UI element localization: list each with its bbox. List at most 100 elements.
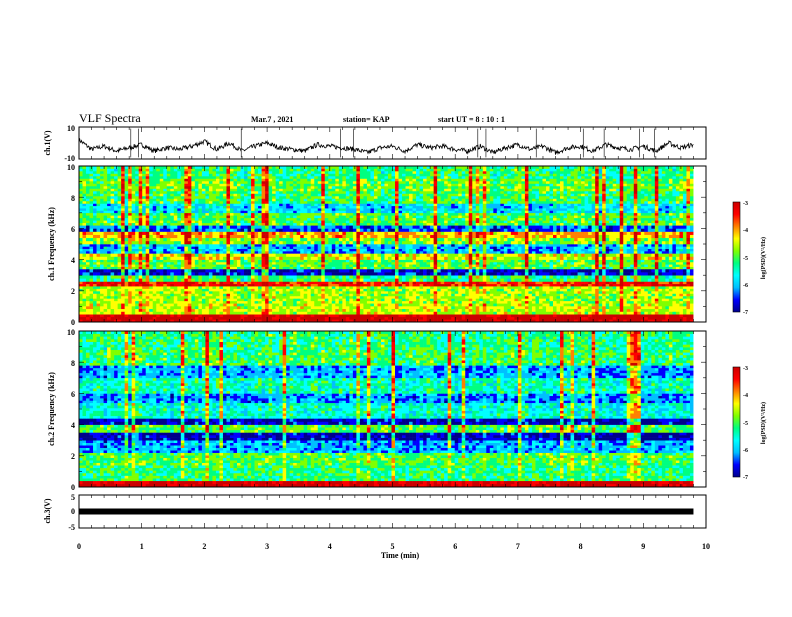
spectrogram-cell bbox=[223, 298, 227, 301]
spectrogram-cell bbox=[181, 311, 185, 314]
spectrogram-cell bbox=[672, 314, 676, 317]
spectrogram-cell bbox=[539, 311, 543, 314]
spectrogram-cell bbox=[142, 314, 146, 317]
spectrogram-cell bbox=[521, 291, 525, 294]
spectrogram-cell bbox=[146, 296, 150, 299]
spectrogram-cell bbox=[216, 303, 220, 306]
spectrogram-cell bbox=[409, 289, 413, 292]
spectrogram-cell bbox=[574, 301, 578, 304]
spectrogram-cell bbox=[413, 303, 417, 306]
spectrogram-cell bbox=[132, 314, 136, 317]
spectrogram-cell bbox=[251, 311, 255, 314]
spectrogram-cell bbox=[286, 289, 290, 292]
spectrogram-cell bbox=[472, 309, 476, 312]
spectrogram-cell bbox=[212, 303, 216, 306]
spectrogram-cell bbox=[325, 314, 329, 317]
spectrogram-cell bbox=[79, 311, 83, 314]
spectrogram-cell bbox=[188, 303, 192, 306]
spectrogram-cell bbox=[244, 309, 248, 312]
spectrogram-cell bbox=[163, 301, 167, 304]
spectrogram-cell bbox=[170, 298, 174, 301]
spectrogram-cell bbox=[212, 291, 216, 294]
spectrogram-cell bbox=[564, 303, 568, 306]
spectrogram-cell bbox=[462, 296, 466, 299]
spectrogram-cell bbox=[195, 314, 199, 317]
spectrogram-cell bbox=[125, 293, 129, 296]
spectrogram-cell bbox=[588, 303, 592, 306]
spectrogram-cell bbox=[188, 296, 192, 299]
spectrogram-cell bbox=[307, 301, 311, 304]
spectrogram-cell bbox=[205, 303, 209, 306]
spectrogram-cell bbox=[574, 296, 578, 299]
spectrogram-cell bbox=[307, 298, 311, 301]
spectrogram-cell bbox=[686, 306, 690, 309]
spectrogram-cell bbox=[156, 317, 160, 320]
spectrogram-cell bbox=[507, 309, 511, 312]
spectrogram-cell bbox=[630, 306, 634, 309]
spectrogram-cell bbox=[662, 298, 666, 301]
spectrogram-cell bbox=[328, 309, 332, 312]
spectrogram-cell bbox=[276, 293, 280, 296]
spectrogram-cell bbox=[388, 314, 392, 317]
spectrogram-cell bbox=[258, 317, 262, 320]
spectrogram-cell bbox=[237, 303, 241, 306]
spectrogram-cell bbox=[455, 298, 459, 301]
spectrogram-cell bbox=[374, 298, 378, 301]
spectrogram-cell bbox=[581, 293, 585, 296]
spectrogram-cell bbox=[226, 298, 230, 301]
spectrogram-cell bbox=[511, 303, 515, 306]
spectrogram-cell bbox=[104, 303, 108, 306]
spectrogram-cell bbox=[532, 298, 536, 301]
spectrogram-cell bbox=[620, 293, 624, 296]
spectrogram-cell bbox=[395, 309, 399, 312]
spectrogram-cell bbox=[602, 311, 606, 314]
spectrogram-cell bbox=[567, 296, 571, 299]
spectrogram-cell bbox=[458, 291, 462, 294]
spectrogram-cell bbox=[427, 301, 431, 304]
spectrogram-cell bbox=[504, 309, 508, 312]
spectrogram-cell bbox=[125, 311, 129, 314]
spectrogram-cell bbox=[216, 296, 220, 299]
spectrogram-cell bbox=[349, 317, 353, 320]
spectrogram-cell bbox=[571, 314, 575, 317]
spectrogram-cell bbox=[104, 298, 108, 301]
spectrogram-cell bbox=[356, 306, 360, 309]
spectrogram-cell bbox=[479, 301, 483, 304]
spectrogram-cell bbox=[360, 298, 364, 301]
spectrogram-cell bbox=[511, 296, 515, 299]
spectrogram-cell bbox=[630, 301, 634, 304]
spectrogram-cell bbox=[567, 309, 571, 312]
spectrogram-cell bbox=[286, 296, 290, 299]
spectrogram-cell bbox=[146, 306, 150, 309]
spectrogram-cell bbox=[542, 298, 546, 301]
spectrogram-cell bbox=[377, 293, 381, 296]
spectrogram-cell bbox=[500, 309, 504, 312]
spectrogram-cell bbox=[223, 303, 227, 306]
spectrogram-cell bbox=[451, 309, 455, 312]
spectrogram-cell bbox=[276, 306, 280, 309]
spectrogram-cell bbox=[518, 301, 522, 304]
spectrogram-cell bbox=[346, 296, 350, 299]
spectrogram-cell bbox=[174, 317, 178, 320]
spectrogram-cell bbox=[462, 309, 466, 312]
spectrogram-cell bbox=[318, 311, 322, 314]
spectrogram-cell bbox=[542, 311, 546, 314]
spectrogram-cell bbox=[493, 301, 497, 304]
spectrogram-cell bbox=[205, 298, 209, 301]
spectrogram-cell bbox=[493, 303, 497, 306]
spectrogram-cell bbox=[374, 317, 378, 320]
spectrogram-cell bbox=[262, 303, 266, 306]
spectrogram-cell bbox=[226, 306, 230, 309]
spectrogram-cell bbox=[416, 311, 420, 314]
spectrogram-cell bbox=[346, 291, 350, 294]
spectrogram-cell bbox=[195, 301, 199, 304]
spectrogram-cell bbox=[258, 291, 262, 294]
spectrogram-cell bbox=[462, 311, 466, 314]
spectrogram-cell bbox=[672, 291, 676, 294]
spectrogram-cell bbox=[153, 314, 157, 317]
spectrogram-cell bbox=[230, 309, 234, 312]
spectrogram-cell bbox=[665, 301, 669, 304]
spectrogram-cell bbox=[156, 298, 160, 301]
spectrogram-cell bbox=[181, 306, 185, 309]
spectrogram-cell bbox=[430, 301, 434, 304]
